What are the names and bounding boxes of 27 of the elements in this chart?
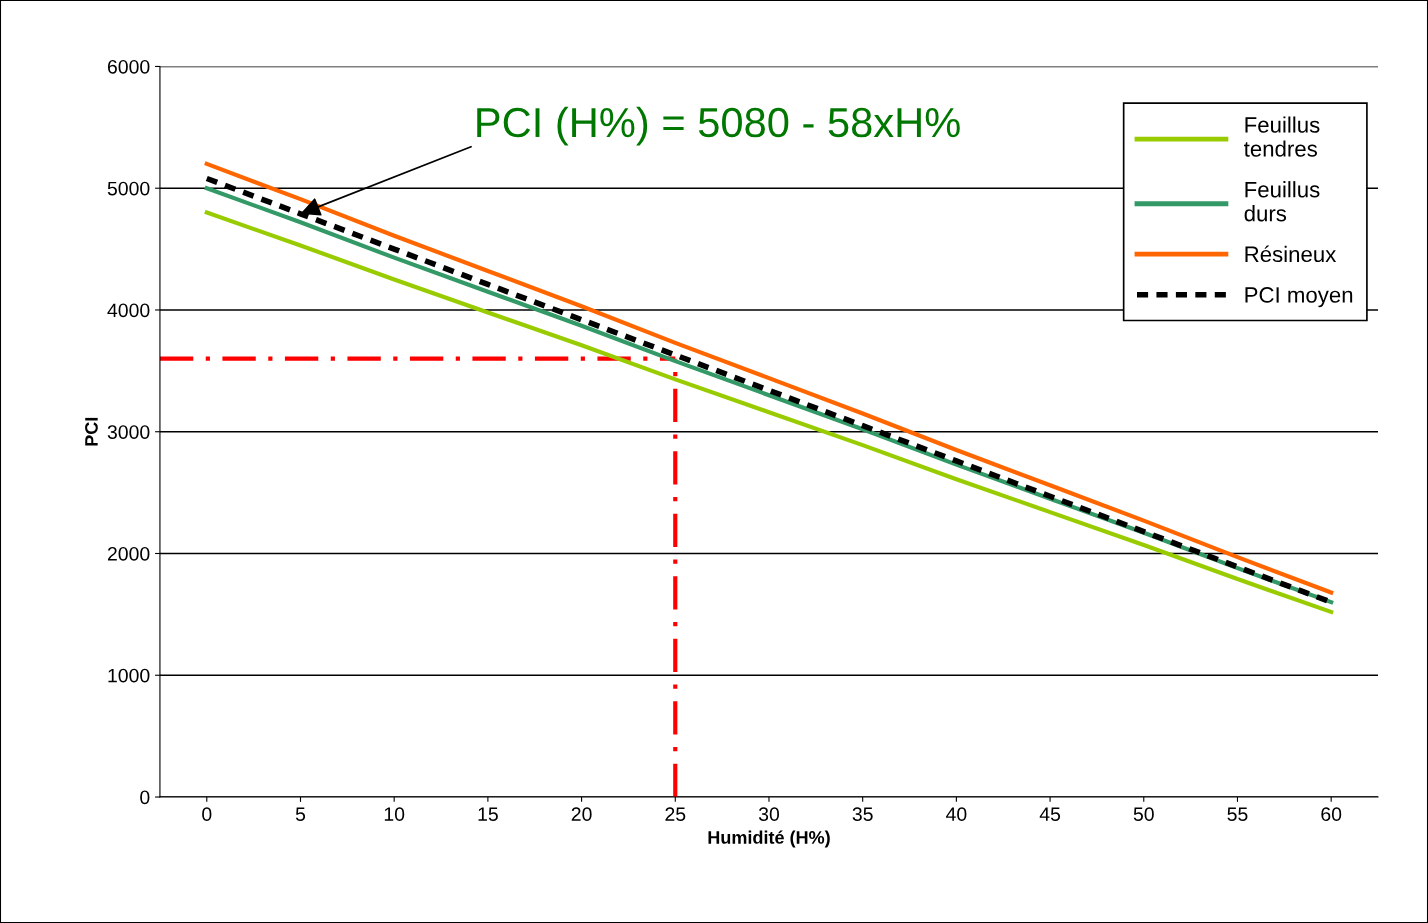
y-tick-label: 0 [140,790,150,805]
x-tick-label: 0 [202,807,212,822]
x-tick-label: 55 [1227,807,1248,822]
y-tick-label: 4000 [107,303,150,318]
x-axis-title: Humidité (H%) [708,830,830,848]
annotation: PCI (H%) = 5080 - 58xH% [477,106,960,146]
x-tick-label: 50 [1133,807,1154,822]
y-tick-label: 5000 [107,181,150,196]
x-tick-label: 45 [1039,807,1061,822]
y-tick-label: 3000 [107,425,150,439]
x-tick-label: 20 [571,807,592,822]
x-tick-label: 40 [946,807,967,822]
y-tick-label: 1000 [108,668,150,683]
y-tick-label: 6000 [107,59,150,74]
x-tick-label: 10 [384,807,405,822]
x-tick-label: 30 [758,807,780,822]
x-tick-label: 15 [478,807,498,822]
legend-label: Feuillus tendres [1244,116,1320,157]
x-tick-label: 60 [1321,807,1342,822]
y-tick-label: 2000 [107,546,150,561]
x-tick-label: 35 [852,807,873,822]
legend-label: Feuillus durs [1244,181,1320,222]
x-tick-label: 25 [665,807,686,822]
legend-label: Résineux [1245,245,1337,263]
y-axis-title: PCI [85,417,98,446]
x-tick-label: 5 [295,807,306,822]
legend-label: PCI moyen [1245,287,1353,308]
